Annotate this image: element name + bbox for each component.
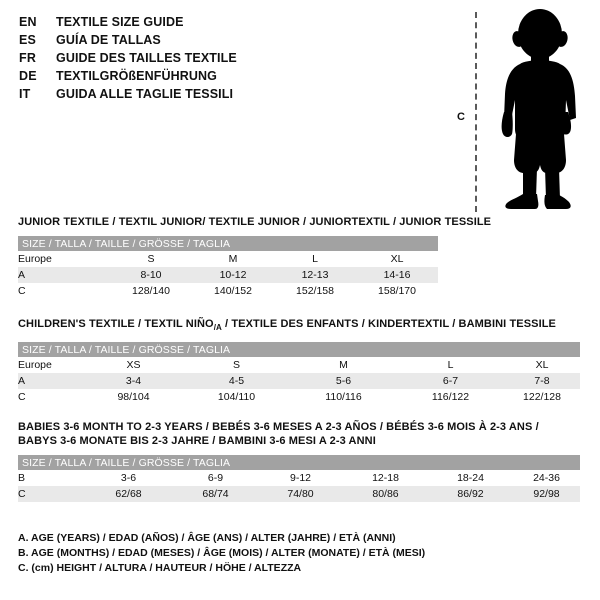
column-header: XL: [356, 251, 438, 267]
table-cell: 116/122: [397, 389, 504, 406]
section-babies-textile: BABIES 3-6 MONTH TO 2-3 YEARS / BEBÉS 3-…: [18, 420, 580, 502]
table-cell: 5-6: [290, 373, 397, 390]
table-cell: 122/128: [504, 389, 580, 406]
column-header: XL: [504, 357, 580, 374]
table-cell: 62/68: [84, 486, 173, 502]
language-row-en: EN TEXTILE SIZE GUIDE: [19, 13, 419, 31]
language-title: GUIDA ALLE TAGLIE TESSILI: [56, 87, 234, 101]
table-cell: 74/80: [258, 486, 343, 502]
table-cell: 80/86: [343, 486, 428, 502]
dashed-height-line-icon: [475, 12, 477, 212]
table-band-row: SIZE / TALLA / TAILLE / GRÖSSE / TAGLIA: [18, 236, 438, 251]
column-header: XS: [84, 357, 183, 374]
language-title: GUÍA DE TALLAS: [56, 33, 161, 47]
table-row: A 8-10 10-12 12-13 14-16: [18, 267, 438, 283]
column-header: S: [110, 251, 192, 267]
table-cell: 10-12: [192, 267, 274, 283]
legend-item-b: B. AGE (MONTHS) / EDAD (MESES) / ÂGE (MO…: [18, 547, 426, 559]
section-title: JUNIOR TEXTILE / TEXTIL JUNIOR/ TEXTILE …: [18, 216, 492, 228]
section-childrens-textile: CHILDREN'S TEXTILE / TEXTIL NIÑO/A / TEX…: [18, 317, 580, 406]
language-title-list: EN TEXTILE SIZE GUIDE ES GUÍA DE TALLAS …: [19, 13, 419, 103]
table-cell: 14-16: [356, 267, 438, 283]
table-row: C 128/140 140/152 152/158 158/170: [18, 283, 438, 299]
toddler-silhouette-icon: [501, 9, 576, 209]
junior-size-table: SIZE / TALLA / TAILLE / GRÖSSE / TAGLIA …: [18, 236, 438, 299]
language-title: TEXTILGRÖßENFÜHRUNG: [56, 69, 217, 83]
table-cell: 104/110: [183, 389, 290, 406]
table-cell: 98/104: [84, 389, 183, 406]
language-code: ES: [19, 33, 37, 47]
table-header-row: Europe S M L XL: [18, 251, 438, 267]
row-label: Europe: [18, 251, 110, 267]
table-cell: 92/98: [513, 486, 580, 502]
language-title: GUIDE DES TAILLES TEXTILE: [56, 51, 237, 65]
table-cell: 68/74: [173, 486, 258, 502]
row-label: C: [18, 486, 84, 502]
table-cell: 3-4: [84, 373, 183, 390]
language-code: EN: [19, 15, 37, 29]
table-band-row: SIZE / TALLA / TAILLE / GRÖSSE / TAGLIA: [18, 455, 580, 470]
column-header: L: [397, 357, 504, 374]
children-size-table: SIZE / TALLA / TAILLE / GRÖSSE / TAGLIA …: [18, 342, 580, 406]
language-row-de: DE TEXTILGRÖßENFÜHRUNG: [19, 67, 419, 85]
band-label: SIZE / TALLA / TAILLE / GRÖSSE / TAGLIA: [18, 236, 438, 251]
table-cell: 6-9: [173, 470, 258, 486]
table-band-row: SIZE / TALLA / TAILLE / GRÖSSE / TAGLIA: [18, 342, 580, 358]
height-measurement-figure: C: [450, 8, 600, 213]
table-cell: 8-10: [110, 267, 192, 283]
table-cell: 18-24: [428, 470, 513, 486]
column-header: M: [192, 251, 274, 267]
row-label: C: [18, 389, 84, 406]
language-row-it: IT GUIDA ALLE TAGLIE TESSILI: [19, 85, 419, 103]
table-row: B 3-6 6-9 9-12 12-18 18-24 24-36: [18, 470, 580, 486]
table-cell: 140/152: [192, 283, 274, 299]
table-cell: 12-18: [343, 470, 428, 486]
table-row: A 3-4 4-5 5-6 6-7 7-8: [18, 373, 580, 390]
table-header-row: Europe XS S M L XL: [18, 357, 580, 374]
section-title-pre: CHILDREN'S TEXTILE / TEXTIL NIÑO: [18, 318, 214, 330]
language-code: FR: [19, 51, 37, 65]
table-cell: 24-36: [513, 470, 580, 486]
table-cell: 110/116: [290, 389, 397, 406]
table-cell: 86/92: [428, 486, 513, 502]
column-header: S: [183, 357, 290, 374]
language-row-es: ES GUÍA DE TALLAS: [19, 31, 419, 49]
table-cell: 128/140: [110, 283, 192, 299]
row-label: C: [18, 283, 110, 299]
legend-item-c: C. (cm) HEIGHT / ALTURA / HAUTEUR / HÖHE…: [18, 562, 302, 574]
section-title-post: / TEXTILE DES ENFANTS / KINDERTEXTIL / B…: [221, 318, 556, 330]
column-header: L: [274, 251, 356, 267]
band-label: SIZE / TALLA / TAILLE / GRÖSSE / TAGLIA: [18, 342, 580, 358]
row-label: Europe: [18, 357, 84, 374]
table-cell: 3-6: [84, 470, 173, 486]
legend-list: A. AGE (YEARS) / EDAD (AÑOS) / ÂGE (ANS)…: [18, 531, 578, 576]
section-title-line2: BABYS 3-6 MONATE BIS 2-3 JAHRE / BAMBINI…: [18, 435, 376, 447]
language-code: DE: [19, 69, 37, 83]
row-label: A: [18, 267, 110, 283]
section-title-line1: BABIES 3-6 MONTH TO 2-3 YEARS / BEBÉS 3-…: [18, 421, 539, 433]
measure-label-c: C: [457, 111, 465, 123]
language-row-fr: FR GUIDE DES TAILLES TEXTILE: [19, 49, 419, 67]
section-title: CHILDREN'S TEXTILE / TEXTIL NIÑO/A / TEX…: [18, 317, 580, 335]
row-label: B: [18, 470, 84, 486]
table-cell: 12-13: [274, 267, 356, 283]
column-header: M: [290, 357, 397, 374]
table-cell: 158/170: [356, 283, 438, 299]
table-cell: 7-8: [504, 373, 580, 390]
language-code: IT: [19, 87, 31, 101]
legend-item-a: A. AGE (YEARS) / EDAD (AÑOS) / ÂGE (ANS)…: [18, 532, 396, 544]
table-row: C 98/104 104/110 110/116 116/122 122/128: [18, 389, 580, 406]
table-cell: 4-5: [183, 373, 290, 390]
band-label: SIZE / TALLA / TAILLE / GRÖSSE / TAGLIA: [18, 455, 580, 470]
section-junior-textile: JUNIOR TEXTILE / TEXTIL JUNIOR/ TEXTILE …: [18, 215, 491, 299]
table-cell: 9-12: [258, 470, 343, 486]
table-cell: 6-7: [397, 373, 504, 390]
table-cell: 152/158: [274, 283, 356, 299]
row-label: A: [18, 373, 84, 390]
table-row: C 62/68 68/74 74/80 80/86 86/92 92/98: [18, 486, 580, 502]
babies-size-table: SIZE / TALLA / TAILLE / GRÖSSE / TAGLIA …: [18, 455, 580, 502]
section-title-subscript: /A: [213, 323, 222, 333]
language-title: TEXTILE SIZE GUIDE: [56, 15, 184, 29]
